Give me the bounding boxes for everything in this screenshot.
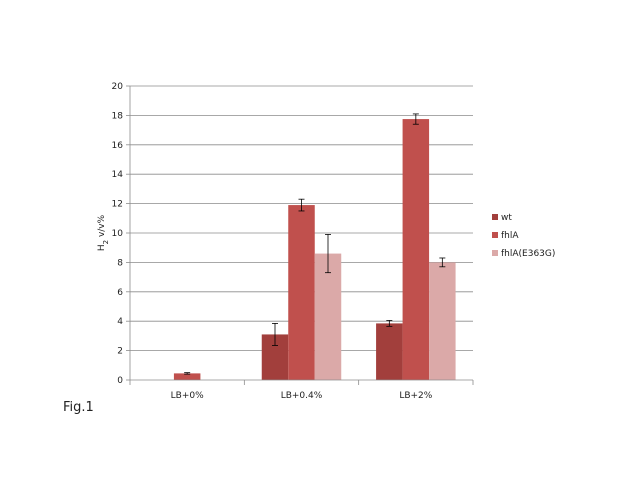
bar-1-1 xyxy=(288,205,315,380)
y-axis-label: H2 v/v% xyxy=(97,214,110,251)
y-axis-label-subscript: 2 xyxy=(102,240,110,244)
legend: wt fhlA fhlA(E363G) xyxy=(492,213,555,259)
y-tick-label-4: 8 xyxy=(117,258,123,268)
error-bars xyxy=(184,113,446,375)
bar-2-2 xyxy=(429,262,456,380)
legend-swatch-2 xyxy=(492,250,498,256)
y-tick-label-8: 16 xyxy=(112,141,124,151)
legend-label-1: fhlA xyxy=(501,231,519,241)
y-tick-label-1: 2 xyxy=(117,347,123,357)
y-tick-label-5: 10 xyxy=(112,229,124,239)
x-category-labels: LB+0% LB+0.4% LB+2% xyxy=(171,391,433,401)
y-tick-label-10: 20 xyxy=(112,82,124,92)
y-axis-label-base: H xyxy=(97,244,107,251)
bars xyxy=(173,119,456,380)
y-tick-label-2: 4 xyxy=(117,317,123,327)
bar-1-0 xyxy=(173,373,201,380)
y-tick-label-9: 18 xyxy=(112,111,124,121)
legend-swatch-0 xyxy=(492,214,498,220)
legend-label-0: wt xyxy=(501,213,512,223)
x-category-label-1: LB+0.4% xyxy=(281,391,323,401)
y-tick-labels: 0 2 4 6 8 10 12 14 16 18 20 xyxy=(112,82,124,386)
legend-swatch-1 xyxy=(492,232,498,238)
y-tick-label-7: 14 xyxy=(112,170,124,180)
axes xyxy=(129,86,474,385)
y-axis-label-rest: v/v% xyxy=(97,214,107,240)
y-tick-label-3: 6 xyxy=(117,288,123,298)
x-category-label-0: LB+0% xyxy=(171,391,204,401)
bar-0-2 xyxy=(376,323,403,380)
bar-2-1 xyxy=(314,253,342,380)
y-tick-label-0: 0 xyxy=(117,376,123,386)
legend-label-2: fhlA(E363G) xyxy=(501,249,555,259)
y-tick-label-6: 12 xyxy=(112,200,123,210)
x-category-label-2: LB+2% xyxy=(399,391,432,401)
bar-1-2 xyxy=(402,119,430,380)
figure-caption: Fig.1 xyxy=(63,400,94,415)
